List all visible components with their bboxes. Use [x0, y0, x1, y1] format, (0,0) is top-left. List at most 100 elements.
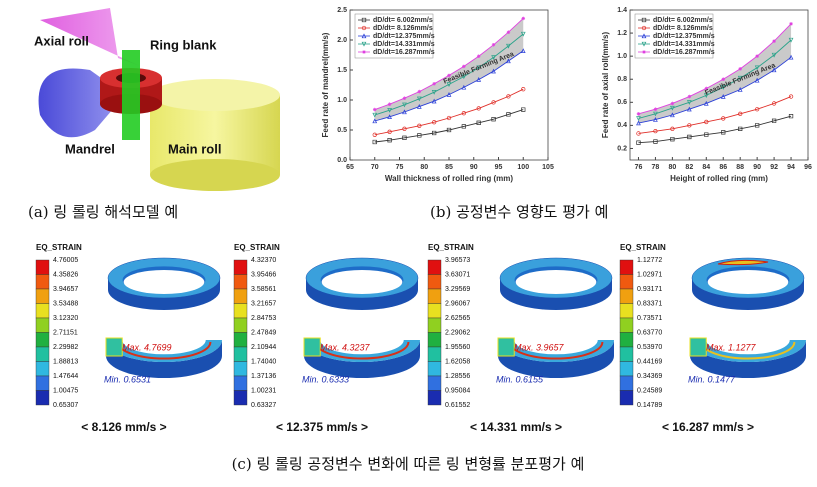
ring-hole	[707, 270, 789, 294]
strain-panel: EQ_STRAIN 1.12772 1.02971 0.93171 0.83371 0.7…	[619, 243, 806, 434]
data-point	[520, 31, 526, 37]
data-point	[636, 120, 641, 126]
legend-label: dD/dt=14.331mm/s	[373, 41, 435, 48]
x-tick-label: 90	[470, 164, 478, 171]
colorbar-label: 3.12320	[53, 315, 78, 322]
colorbar-label: 2.84753	[251, 315, 276, 322]
data-point	[720, 93, 726, 99]
data-point	[447, 73, 451, 78]
colorbar-label: 0.95084	[445, 387, 470, 394]
legend-label: dD/dt= 6.002mm/s	[373, 17, 433, 24]
colorbar-label: 1.74040	[251, 358, 276, 365]
data-point	[387, 129, 392, 134]
y-tick-label: 0.4	[617, 122, 627, 129]
colorbar-label: 3.29569	[445, 286, 470, 293]
legend-label: dD/dt= 8.126mm/s	[373, 25, 433, 32]
colorbar-title: EQ_STRAIN	[620, 243, 666, 252]
colorbar-segment	[35, 390, 50, 406]
ring-hole	[515, 270, 597, 294]
x-tick-label: 96	[804, 164, 812, 171]
legend-marker	[361, 41, 367, 47]
legend-marker	[641, 33, 647, 39]
min-label: Min. 0.6531	[104, 374, 151, 384]
colorbar-label: 0.83371	[637, 300, 662, 307]
data-point	[506, 30, 511, 34]
data-point	[636, 112, 641, 116]
data-point	[417, 123, 422, 128]
colorbar-title: EQ_STRAIN	[428, 243, 474, 252]
data-point	[771, 52, 777, 58]
data-point	[521, 87, 526, 92]
data-point	[491, 117, 496, 122]
series-line	[374, 33, 524, 116]
data-point	[387, 108, 392, 113]
data-point	[754, 107, 760, 112]
data-point	[670, 101, 675, 106]
strain-panel: EQ_STRAIN 4.76005 4.35826 3.94657 3.53488 3.1…	[35, 243, 222, 434]
colorbar-label: 0.34369	[637, 373, 662, 380]
data-point	[687, 134, 692, 140]
colorbar-segment	[427, 361, 442, 377]
cut-face	[497, 337, 515, 357]
caption: (b) 공정변수 영향도 평가 예	[430, 203, 608, 221]
colorbar-segment	[233, 317, 248, 333]
colorbar-segment	[619, 317, 634, 333]
legend-label: dD/dt=16.287mm/s	[373, 49, 435, 56]
x-tick-label: 65	[346, 164, 354, 171]
data-point	[636, 131, 641, 136]
series-line	[638, 115, 792, 144]
colorbar-label: 1.02971	[637, 271, 662, 278]
x-tick-label: 88	[736, 164, 744, 171]
ring-hole	[321, 270, 403, 294]
data-point	[520, 48, 526, 53]
data-point	[738, 67, 742, 71]
data-point	[755, 54, 759, 58]
data-point	[737, 75, 743, 81]
data-point	[737, 87, 743, 92]
x-tick-label: 105	[542, 164, 554, 171]
y-tick-label: 1.4	[617, 7, 627, 14]
data-point	[461, 84, 467, 90]
data-point	[476, 54, 481, 58]
cut-face	[105, 337, 123, 357]
colorbar-segment	[233, 259, 248, 275]
data-point	[372, 132, 377, 137]
colorbar-label: 2.71151	[53, 329, 78, 336]
data-point	[772, 39, 776, 43]
colorbar-segment	[427, 288, 442, 304]
colorbar-label: 0.93171	[637, 286, 662, 293]
colorbar-segment	[427, 303, 442, 319]
data-point	[506, 94, 511, 99]
colorbar-label: 2.96067	[445, 300, 470, 307]
data-point	[788, 54, 794, 60]
max-label: Max. 4.7699	[122, 342, 172, 352]
legend-marker	[641, 41, 647, 47]
data-point	[687, 94, 692, 99]
data-point	[416, 104, 422, 109]
colorbar-segment	[35, 317, 50, 333]
data-point	[387, 102, 392, 106]
max-label: Max. 4.3237	[320, 342, 371, 352]
data-point	[446, 115, 452, 121]
x-tick-label: 75	[396, 164, 404, 171]
colorbar-segment	[427, 317, 442, 333]
speed-label: < 12.375 mm/s >	[276, 420, 368, 434]
data-point	[754, 77, 760, 83]
x-tick-label: 80	[668, 164, 676, 171]
legend-label: dD/dt= 6.002mm/s	[653, 17, 713, 24]
colorbar-label: 1.12772	[637, 257, 662, 264]
data-point	[771, 67, 777, 73]
colorbar-label: 0.44169	[637, 358, 662, 365]
legend-marker	[361, 33, 367, 39]
colorbar-label: 1.37136	[251, 373, 276, 380]
speed-label: < 14.331 mm/s >	[470, 420, 562, 434]
colorbar-segment	[427, 375, 442, 391]
colorbar-label: 4.32370	[251, 257, 276, 264]
data-point	[372, 118, 378, 124]
colorbar-label: 1.47644	[53, 373, 78, 380]
data-point	[754, 65, 760, 71]
colorbar-label: 3.21657	[251, 300, 276, 307]
series-line	[638, 56, 792, 124]
data-point	[432, 82, 436, 86]
